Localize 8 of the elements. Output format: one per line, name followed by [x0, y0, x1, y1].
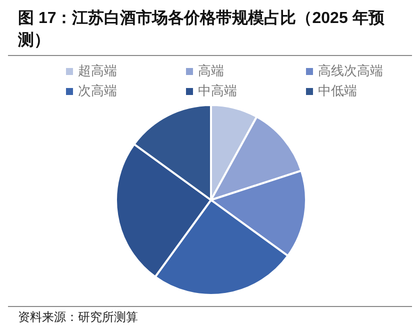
legend-label: 中低端	[318, 82, 357, 100]
legend-label: 高端	[198, 62, 224, 80]
text: 资料来源：研究所测算	[17, 309, 139, 326]
legend-label: 中高端	[198, 82, 237, 100]
chart-title: 图 17：江苏白酒市场各价格带规模占比（2025 年预测）	[17, 8, 386, 51]
legend-label: 次高端	[78, 82, 117, 100]
legend-label: 超高端	[78, 62, 117, 80]
legend-label: 高线次高端	[318, 62, 383, 80]
